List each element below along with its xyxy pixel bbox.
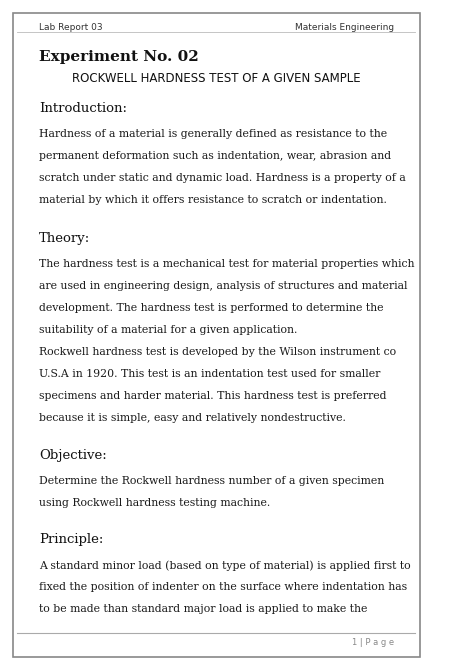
FancyBboxPatch shape	[13, 13, 420, 657]
Text: Experiment No. 02: Experiment No. 02	[39, 50, 199, 64]
Text: ROCKWELL HARDNESS TEST OF A GIVEN SAMPLE: ROCKWELL HARDNESS TEST OF A GIVEN SAMPLE	[72, 72, 361, 84]
Text: Theory:: Theory:	[39, 232, 90, 245]
Text: Principle:: Principle:	[39, 533, 103, 546]
Text: using Rockwell hardness testing machine.: using Rockwell hardness testing machine.	[39, 498, 270, 508]
Text: suitability of a material for a given application.: suitability of a material for a given ap…	[39, 325, 297, 335]
Text: Hardness of a material is generally defined as resistance to the: Hardness of a material is generally defi…	[39, 129, 387, 139]
Text: are used in engineering design, analysis of structures and material: are used in engineering design, analysis…	[39, 281, 408, 291]
Text: to be made than standard major load is applied to make the: to be made than standard major load is a…	[39, 604, 367, 614]
Text: specimens and harder material. This hardness test is preferred: specimens and harder material. This hard…	[39, 391, 386, 401]
Text: development. The hardness test is performed to determine the: development. The hardness test is perfor…	[39, 303, 383, 313]
Text: A standard minor load (based on type of material) is applied first to: A standard minor load (based on type of …	[39, 560, 410, 571]
Text: U.S.A in 1920. This test is an indentation test used for smaller: U.S.A in 1920. This test is an indentati…	[39, 369, 380, 379]
Text: 1 | P a g e: 1 | P a g e	[352, 638, 394, 647]
Text: Rockwell hardness test is developed by the Wilson instrument co: Rockwell hardness test is developed by t…	[39, 347, 396, 357]
Text: because it is simple, easy and relatively nondestructive.: because it is simple, easy and relativel…	[39, 413, 346, 423]
Text: Objective:: Objective:	[39, 449, 107, 462]
Text: Materials Engineering: Materials Engineering	[295, 23, 394, 32]
Text: permanent deformation such as indentation, wear, abrasion and: permanent deformation such as indentatio…	[39, 151, 391, 161]
Text: fixed the position of indenter on the surface where indentation has: fixed the position of indenter on the su…	[39, 582, 407, 592]
Text: Determine the Rockwell hardness number of a given specimen: Determine the Rockwell hardness number o…	[39, 476, 384, 486]
Text: Lab Report 03: Lab Report 03	[39, 23, 102, 32]
Text: The hardness test is a mechanical test for material properties which: The hardness test is a mechanical test f…	[39, 259, 414, 269]
Text: scratch under static and dynamic load. Hardness is a property of a: scratch under static and dynamic load. H…	[39, 173, 406, 183]
Text: Introduction:: Introduction:	[39, 102, 127, 115]
Text: material by which it offers resistance to scratch or indentation.: material by which it offers resistance t…	[39, 195, 387, 205]
